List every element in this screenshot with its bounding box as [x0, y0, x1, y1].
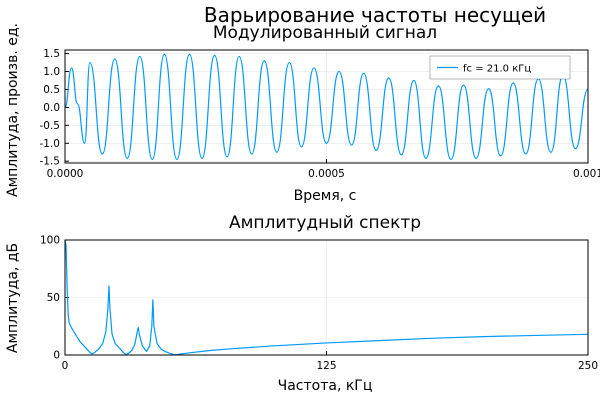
spectrum-y-tick-label: 100 — [40, 235, 60, 247]
spectrum-x-tick-label: 250 — [578, 360, 598, 372]
spectrum-panel-title: Амплитудный спектр — [229, 213, 421, 233]
signal-legend: fc = 21.0 кГц — [429, 55, 571, 80]
signal-y-tick-label: 1.5 — [43, 48, 60, 60]
spectrum-x-tick-label: 125 — [316, 360, 336, 372]
spectrum-ticks: 0 125 250 0 50 100 — [40, 235, 598, 373]
signal-panel: Модулированный сигнал 0.0000 0.0005 0.001 -… — [5, 23, 600, 204]
signal-y-tick-label: 0.5 — [43, 84, 60, 96]
spectrum-x-axis-label: Частота, кГц — [278, 378, 373, 394]
signal-x-axis-label: Время, с — [294, 188, 357, 204]
signal-series-line — [64, 53, 589, 161]
spectrum-panel: Амплитудный спектр 0 125 250 0 50 100 Частота… — [5, 213, 598, 394]
signal-y-tick-label: 1.0 — [43, 66, 60, 78]
signal-y-axis-label: Амплитуда, произв. ед. — [5, 23, 21, 197]
spectrum-series-line — [64, 239, 589, 356]
signal-axes-frame — [64, 49, 589, 164]
signal-panel-title: Модулированный сигнал — [213, 23, 437, 43]
signal-ticks: 0.0000 0.0005 0.001 -1.5 -1.0 -0.5 0.0 0.5 1.0 1.… — [40, 48, 600, 180]
signal-y-tick-label: 0.0 — [43, 102, 60, 114]
signal-x-tick-label: 0.001 — [573, 168, 600, 180]
figure-suptitle: Варьирование частоты несущей — [204, 3, 546, 27]
signal-x-tick-label: 0.0005 — [308, 168, 345, 180]
signal-y-tick-label: -1.5 — [40, 156, 61, 168]
signal-y-tick-label: -0.5 — [40, 120, 61, 132]
spectrum-x-tick-label: 0 — [62, 360, 69, 372]
legend-label: fc = 21.0 кГц — [463, 64, 531, 75]
spectrum-axes-frame — [64, 239, 589, 356]
spectrum-series — [64, 239, 589, 356]
spectrum-y-axis-label: Амплитуда, дБ — [5, 243, 21, 353]
spectrum-y-tick-label: 0 — [53, 350, 60, 362]
signal-series — [64, 53, 589, 161]
legend-box — [429, 55, 571, 80]
signal-y-tick-label: -1.0 — [40, 138, 61, 150]
signal-x-tick-label: 0.0000 — [47, 168, 84, 180]
spectrum-y-tick-label: 50 — [47, 292, 60, 304]
